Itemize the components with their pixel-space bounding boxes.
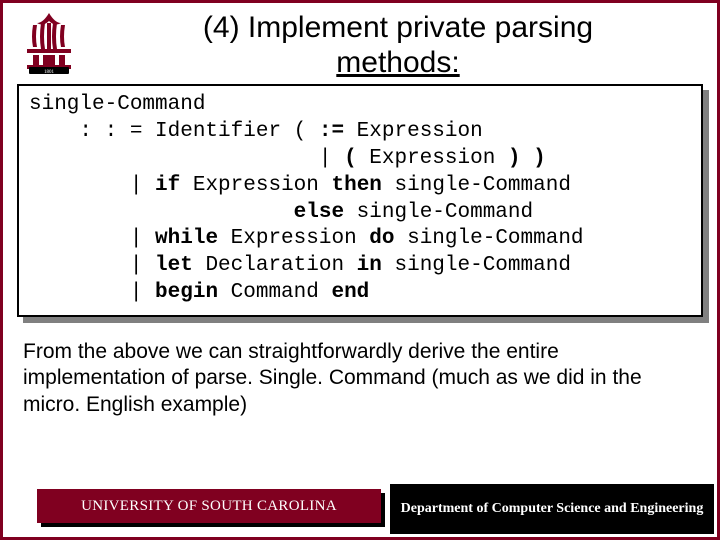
grammar-line: Declaration	[193, 254, 357, 277]
grammar-line: Expression	[218, 227, 369, 250]
grammar-line: |	[29, 174, 155, 197]
grammar-line: single-Command	[29, 93, 205, 116]
footer: UNIVERSITY OF SOUTH CAROLINA Department …	[3, 481, 717, 537]
svg-text:1801: 1801	[44, 70, 55, 75]
grammar-line: Expression	[180, 174, 331, 197]
grammar-line: Expression	[357, 147, 508, 170]
grammar-kw: ) )	[508, 147, 546, 170]
grammar-line	[29, 201, 294, 224]
title-line-2: methods:	[336, 46, 459, 79]
grammar-line: : : = Identifier (	[29, 120, 319, 143]
footer-department-name: Department of Computer Science and Engin…	[390, 484, 714, 534]
grammar-kw: (	[344, 147, 357, 170]
grammar-box-container: single-Command : : = Identifier ( := Exp…	[17, 84, 703, 317]
grammar-line: |	[29, 254, 155, 277]
grammar-line: Expression	[344, 120, 483, 143]
title-line-1: (4) Implement private parsing	[203, 11, 593, 44]
grammar-kw: then	[331, 174, 381, 197]
grammar-line: single-Command	[382, 254, 571, 277]
footer-university-name: UNIVERSITY OF SOUTH CAROLINA	[37, 489, 381, 523]
grammar-kw: else	[294, 201, 344, 224]
header: 1801 (4) Implement private parsing metho…	[3, 3, 717, 80]
grammar-kw: if	[155, 174, 180, 197]
grammar-line: |	[29, 227, 155, 250]
grammar-line: single-Command	[382, 174, 571, 197]
grammar-kw: in	[357, 254, 382, 277]
grammar-box: single-Command : : = Identifier ( := Exp…	[17, 84, 703, 317]
grammar-kw: :=	[319, 120, 344, 143]
grammar-kw: do	[369, 227, 394, 250]
grammar-line: |	[29, 281, 155, 304]
grammar-kw: let	[155, 254, 193, 277]
grammar-kw: while	[155, 227, 218, 250]
slide-title: (4) Implement private parsing methods:	[89, 9, 707, 80]
university-logo-icon: 1801	[13, 9, 85, 77]
grammar-line: |	[29, 147, 344, 170]
grammar-kw: begin	[155, 281, 218, 304]
grammar-line: single-Command	[344, 201, 533, 224]
slide: 1801 (4) Implement private parsing metho…	[0, 0, 720, 540]
grammar-line: single-Command	[395, 227, 584, 250]
grammar-kw: end	[331, 281, 369, 304]
grammar-line: Command	[218, 281, 331, 304]
body-paragraph: From the above we can straightforwardly …	[23, 339, 697, 418]
